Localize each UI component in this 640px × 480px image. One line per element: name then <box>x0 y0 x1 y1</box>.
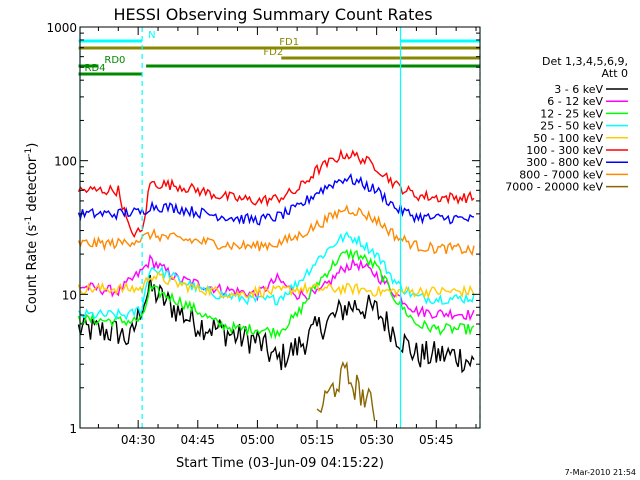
legend-label-5: 100 - 300 keV <box>526 144 603 157</box>
x-tick-label-2: 05:00 <box>240 433 275 447</box>
y-tick-label-1: 10 <box>62 288 77 302</box>
x-tick-label-0: 04:30 <box>121 433 156 447</box>
flag-label-fd2: FD2 <box>263 47 283 58</box>
series-line-6 <box>77 173 475 226</box>
x-axis-label: Start Time (03-Jun-09 04:15:22) <box>176 456 384 471</box>
legend-label-8: 7000 - 20000 keV <box>505 181 603 194</box>
flag-label-fd1: FD1 <box>279 37 299 48</box>
y-axis-label-sup1: -1 <box>24 216 34 225</box>
flag-label-rd0: RD0 <box>104 55 125 66</box>
legend-label-6: 300 - 800 keV <box>526 156 603 169</box>
legend-header-line2: Att 0 <box>602 67 628 80</box>
y-axis-label-end: ) <box>25 143 40 148</box>
legend-header-line1: Det 1,3,4,5,6,9, <box>542 55 628 68</box>
y-axis-label-mid: detector <box>25 156 40 216</box>
y-tick-label-3: 1000 <box>46 21 77 35</box>
chart-title: HESSI Observing Summary Count Rates <box>113 5 432 24</box>
x-tick-label-3: 05:15 <box>300 433 335 447</box>
timestamp: 7-Mar-2010 21:54 <box>565 468 636 477</box>
legend-label-0: 3 - 6 keV <box>554 83 603 96</box>
y-axis-label-main: Count Rate (s <box>25 225 40 314</box>
axes: 1 10 100 1000 04:30 04:45 05:00 05:15 05:30 05:45 <box>46 21 481 447</box>
x-tick-label-4: 05:30 <box>359 433 394 447</box>
x-tick-label-5: 05:45 <box>419 433 454 447</box>
x-tick-label-1: 04:45 <box>180 433 215 447</box>
legend-label-4: 50 - 100 keV <box>533 132 603 145</box>
flag-label-n: N <box>148 30 155 41</box>
flag-label-rd4: RD4 <box>85 63 106 74</box>
y-tick-label-0: 1 <box>69 422 77 436</box>
legend-label-1: 6 - 12 keV <box>547 95 603 108</box>
series-line-5 <box>77 148 475 239</box>
y-axis-label: Count Rate (s-1 detector-1) <box>24 143 40 314</box>
y-tick-label-2: 100 <box>54 155 77 169</box>
y-axis-label-sup2: -1 <box>24 148 34 157</box>
plot-frame <box>79 26 481 429</box>
series-line-2 <box>77 248 475 340</box>
legend-label-3: 25 - 50 keV <box>540 120 603 133</box>
series-line-4 <box>77 271 475 300</box>
legend-label-7: 800 - 7000 keV <box>519 168 603 181</box>
series-line-8 <box>316 360 376 422</box>
series-line-1 <box>77 253 475 322</box>
series-line-7 <box>77 204 475 257</box>
legend-label-2: 12 - 25 keV <box>540 107 603 120</box>
series-line-0 <box>77 274 475 374</box>
